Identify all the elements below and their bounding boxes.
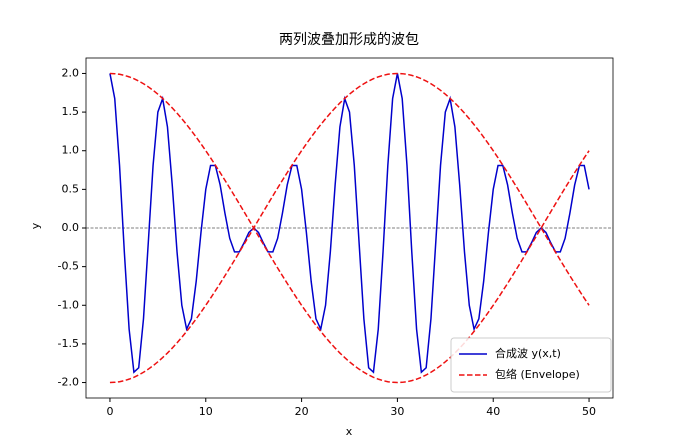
y-tick-label: -1.5	[58, 337, 79, 350]
x-tick-label: 30	[390, 405, 404, 418]
legend-label: 合成波 y(x,t)	[495, 346, 561, 360]
x-tick-label: 0	[106, 405, 113, 418]
series-line	[109, 72, 590, 384]
y-tick-label: -2.0	[58, 376, 79, 389]
x-tick-label: 20	[295, 405, 309, 418]
y-tick-label: -1.0	[58, 298, 79, 311]
plot-frame	[85, 57, 614, 399]
legend-box	[450, 337, 612, 393]
y-tick-label: 2.0	[62, 66, 80, 79]
series-line	[109, 72, 590, 384]
x-tick-label: 50	[582, 405, 596, 418]
y-axis-label: y	[29, 222, 42, 229]
x-axis-label: x	[346, 425, 353, 438]
chart-title: 两列波叠加形成的波包	[279, 32, 419, 48]
y-tick-label: 1.5	[62, 105, 80, 118]
y-tick-label: 0.5	[62, 182, 80, 195]
y-tick-label: 0.0	[62, 221, 80, 234]
x-tick-label: 10	[199, 405, 213, 418]
y-tick-label: -0.5	[58, 260, 79, 273]
y-tick-label: 1.0	[62, 144, 80, 157]
series-line	[109, 73, 590, 374]
x-tick-label: 40	[486, 405, 500, 418]
legend-label: 包络 (Envelope)	[495, 367, 580, 381]
